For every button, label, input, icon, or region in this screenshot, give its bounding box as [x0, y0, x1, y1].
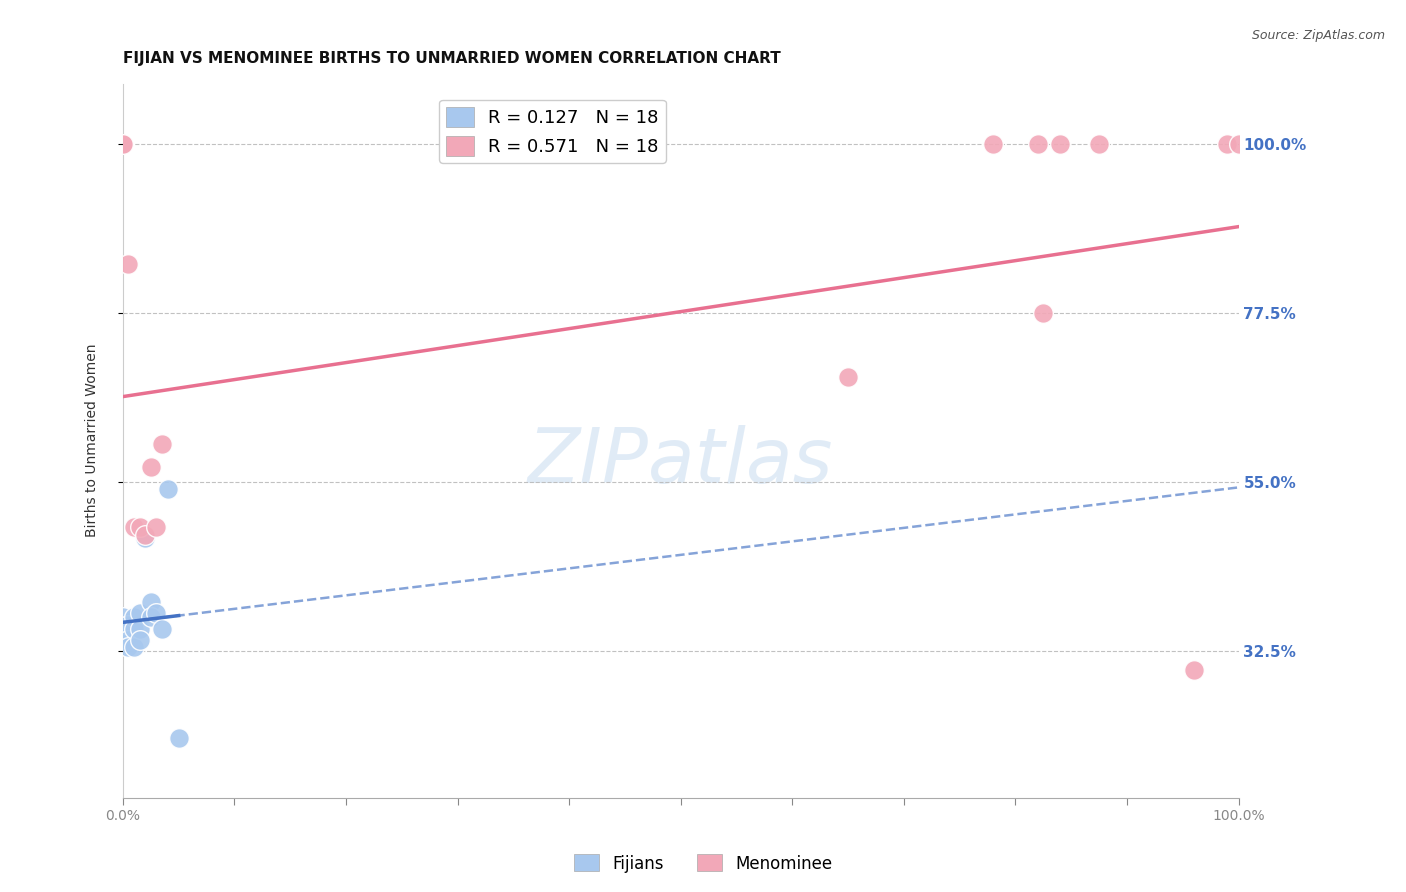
Point [111, 622, 134, 636]
Point [150, 622, 173, 636]
Point [1182, 663, 1205, 677]
Point [122, 640, 145, 655]
Point [167, 731, 190, 745]
Text: ZIPatlas: ZIPatlas [529, 425, 834, 499]
Legend: Fijians, Menominee: Fijians, Menominee [567, 847, 839, 880]
Point [134, 531, 156, 545]
Point [128, 607, 150, 621]
Point [1026, 136, 1049, 151]
Point [1216, 136, 1239, 151]
Point [111, 136, 134, 151]
Y-axis label: Births to Unmarried Women: Births to Unmarried Women [86, 343, 100, 537]
Point [117, 640, 139, 655]
Point [139, 595, 162, 609]
Point [122, 622, 145, 636]
Point [111, 610, 134, 624]
Point [134, 527, 156, 541]
Point [145, 520, 167, 534]
Point [139, 610, 162, 624]
Point [156, 483, 179, 497]
Point [981, 136, 1004, 151]
Point [1032, 306, 1054, 320]
Point [128, 520, 150, 534]
Legend: R = 0.127   N = 18, R = 0.571   N = 18: R = 0.127 N = 18, R = 0.571 N = 18 [439, 100, 665, 163]
Point [139, 459, 162, 474]
Point [837, 369, 859, 384]
Point [128, 632, 150, 647]
Point [117, 617, 139, 632]
Point [122, 520, 145, 534]
Point [1227, 136, 1250, 151]
Point [150, 437, 173, 451]
Point [145, 607, 167, 621]
Point [1088, 136, 1111, 151]
Text: FIJIAN VS MENOMINEE BIRTHS TO UNMARRIED WOMEN CORRELATION CHART: FIJIAN VS MENOMINEE BIRTHS TO UNMARRIED … [122, 51, 780, 66]
Point [117, 632, 139, 647]
Point [128, 622, 150, 636]
Point [1049, 136, 1071, 151]
Point [122, 610, 145, 624]
Point [117, 257, 139, 271]
Point [111, 136, 134, 151]
Text: Source: ZipAtlas.com: Source: ZipAtlas.com [1251, 29, 1385, 42]
